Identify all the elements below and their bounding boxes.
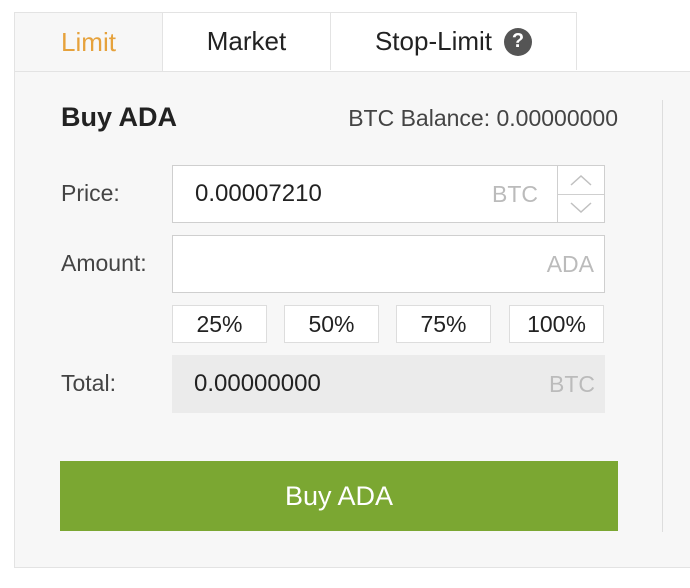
amount-unit: ADA (546, 250, 594, 277)
total-value: 0.00000000 (194, 370, 321, 397)
percent-75-button[interactable]: 75% (396, 305, 491, 343)
price-stepper (557, 166, 604, 222)
tab-limit[interactable]: Limit (14, 12, 163, 72)
price-unit: BTC (492, 180, 538, 207)
form-title: Buy ADA (61, 102, 178, 132)
price-value: 0.00007210 (195, 180, 322, 207)
buy-button[interactable]: Buy ADA (60, 461, 618, 531)
tab-stop-limit[interactable]: Stop-Limit ? (330, 12, 577, 70)
price-input[interactable]: 0.00007210 BTC (172, 165, 605, 223)
tab-stop-limit-label: Stop-Limit (374, 26, 493, 56)
percent-100-button[interactable]: 100% (509, 305, 604, 343)
price-label: Price: (61, 180, 120, 206)
btc-balance: BTC Balance: 0.00000000 (348, 105, 618, 131)
divider (662, 100, 663, 532)
question-icon[interactable]: ? (504, 27, 533, 56)
amount-label: Amount: (61, 250, 147, 276)
order-type-tabs: Limit Market Stop-Limit ? (14, 12, 577, 72)
tab-market[interactable]: Market (162, 12, 331, 70)
percent-50-button[interactable]: 50% (284, 305, 379, 343)
total-label: Total: (61, 370, 116, 396)
total-unit: BTC (549, 370, 595, 397)
percent-25-button[interactable]: 25% (172, 305, 267, 343)
total-field: 0.00000000 BTC (172, 355, 605, 413)
chevron-down-icon[interactable] (558, 195, 604, 223)
chevron-up-icon[interactable] (558, 166, 604, 195)
amount-input[interactable]: ADA (172, 235, 605, 293)
